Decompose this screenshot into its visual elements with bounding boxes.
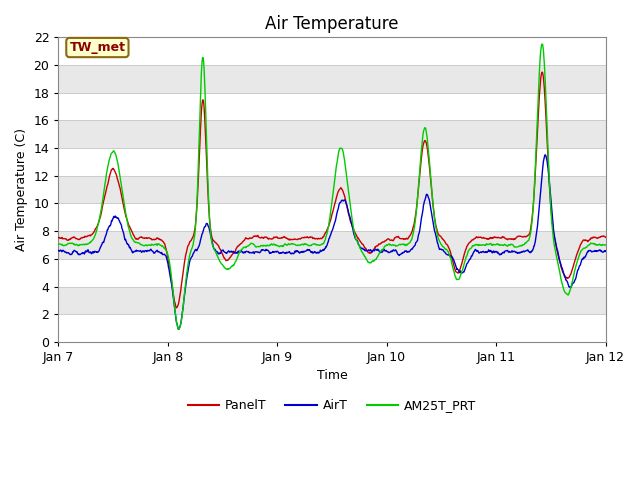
Text: TW_met: TW_met bbox=[69, 41, 125, 54]
Bar bbox=[58, 176, 605, 204]
Bar bbox=[58, 204, 605, 231]
X-axis label: Time: Time bbox=[317, 370, 348, 383]
Bar bbox=[58, 148, 605, 176]
Bar bbox=[58, 65, 605, 93]
Bar bbox=[58, 231, 605, 259]
Bar bbox=[58, 93, 605, 120]
Bar bbox=[58, 314, 605, 342]
Title: Air Temperature: Air Temperature bbox=[265, 15, 399, 33]
Y-axis label: Air Temperature (C): Air Temperature (C) bbox=[15, 128, 28, 251]
Bar bbox=[58, 259, 605, 287]
Legend: PanelT, AirT, AM25T_PRT: PanelT, AirT, AM25T_PRT bbox=[182, 394, 481, 417]
Bar bbox=[58, 120, 605, 148]
Bar bbox=[58, 37, 605, 65]
Bar bbox=[58, 287, 605, 314]
